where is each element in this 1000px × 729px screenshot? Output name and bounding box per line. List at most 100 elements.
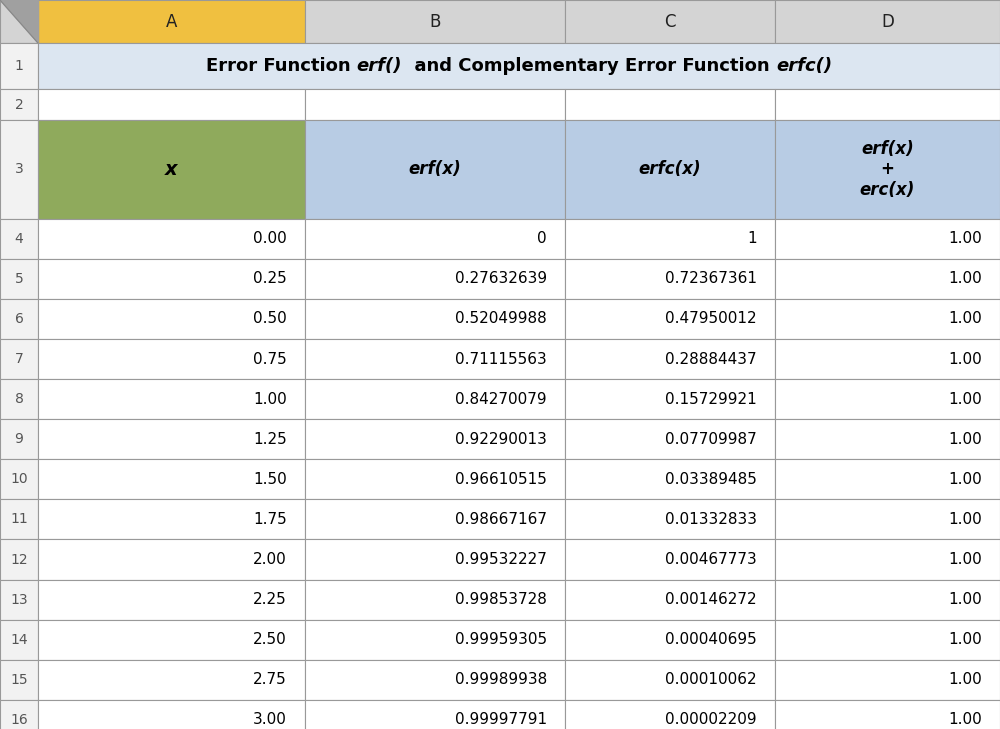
Bar — [565, 379, 775, 419]
Text: 8: 8 — [15, 392, 23, 406]
Text: erf(): erf() — [357, 57, 402, 75]
Bar — [0, 379, 38, 419]
Bar — [0, 219, 38, 259]
Bar — [775, 379, 1000, 419]
Text: 13: 13 — [10, 593, 28, 607]
Bar — [565, 700, 775, 729]
Text: 0.00146272: 0.00146272 — [665, 592, 757, 607]
Bar — [305, 339, 565, 379]
Bar — [565, 580, 775, 620]
Bar — [38, 580, 305, 620]
Bar — [0, 259, 38, 299]
Text: 0.50: 0.50 — [253, 311, 287, 327]
Text: 3: 3 — [15, 163, 23, 176]
Bar — [565, 419, 775, 459]
Bar — [305, 539, 565, 580]
Bar — [38, 299, 305, 339]
Text: 15: 15 — [10, 673, 28, 687]
Text: 0: 0 — [537, 231, 547, 246]
Text: 0.27632639: 0.27632639 — [455, 271, 547, 286]
Text: 0.99997791: 0.99997791 — [455, 712, 547, 728]
Bar — [38, 700, 305, 729]
Text: 0.25: 0.25 — [253, 271, 287, 286]
Bar — [565, 539, 775, 580]
Bar — [38, 339, 305, 379]
Bar — [38, 120, 305, 219]
Text: 1.00: 1.00 — [948, 712, 982, 728]
Text: 1.00: 1.00 — [948, 311, 982, 327]
Text: 0.52049988: 0.52049988 — [455, 311, 547, 327]
Text: 1.00: 1.00 — [948, 432, 982, 447]
Text: 3.00: 3.00 — [253, 712, 287, 728]
Text: 1.00: 1.00 — [948, 592, 982, 607]
Text: 0.00002209: 0.00002209 — [665, 712, 757, 728]
Text: 1.75: 1.75 — [253, 512, 287, 527]
Bar — [0, 539, 38, 580]
Text: A: A — [166, 12, 177, 31]
Text: 1.00: 1.00 — [948, 472, 982, 487]
Bar — [565, 259, 775, 299]
Text: 4: 4 — [15, 232, 23, 246]
Bar — [305, 259, 565, 299]
Bar — [305, 499, 565, 539]
Bar — [0, 459, 38, 499]
Bar — [38, 379, 305, 419]
Bar — [775, 339, 1000, 379]
Bar — [305, 580, 565, 620]
Bar — [38, 499, 305, 539]
Text: and Complementary Error Function: and Complementary Error Function — [402, 57, 776, 75]
Bar — [0, 419, 38, 459]
Bar — [38, 620, 305, 660]
Text: 1.00: 1.00 — [948, 632, 982, 647]
Text: 0.03389485: 0.03389485 — [665, 472, 757, 487]
Text: 1.00: 1.00 — [948, 552, 982, 567]
Text: 1.00: 1.00 — [948, 512, 982, 527]
Text: 12: 12 — [10, 553, 28, 566]
Bar — [38, 539, 305, 580]
Text: erfc(x): erfc(x) — [639, 160, 701, 179]
Text: 0.96610515: 0.96610515 — [455, 472, 547, 487]
Text: 0.01332833: 0.01332833 — [665, 512, 757, 527]
Text: 0.99989938: 0.99989938 — [455, 672, 547, 687]
Bar — [0, 339, 38, 379]
Bar — [775, 580, 1000, 620]
Text: 0.07709987: 0.07709987 — [665, 432, 757, 447]
Bar — [38, 459, 305, 499]
Bar — [305, 120, 565, 219]
Text: 11: 11 — [10, 512, 28, 526]
Text: erfc(): erfc() — [776, 57, 832, 75]
Text: 1.00: 1.00 — [948, 351, 982, 367]
Text: Error Function: Error Function — [206, 57, 357, 75]
Text: 0.00467773: 0.00467773 — [665, 552, 757, 567]
Bar — [305, 89, 565, 120]
Bar — [38, 219, 305, 259]
Bar — [305, 620, 565, 660]
Bar — [305, 459, 565, 499]
Bar — [565, 219, 775, 259]
Text: 0.98667167: 0.98667167 — [455, 512, 547, 527]
Text: 1.00: 1.00 — [948, 231, 982, 246]
Text: 0.72367361: 0.72367361 — [665, 271, 757, 286]
Bar — [775, 0, 1000, 43]
Text: 0.99853728: 0.99853728 — [455, 592, 547, 607]
Text: 2.50: 2.50 — [253, 632, 287, 647]
Bar — [775, 120, 1000, 219]
Bar — [305, 660, 565, 700]
Bar — [565, 620, 775, 660]
Bar — [0, 700, 38, 729]
Bar — [775, 620, 1000, 660]
Text: 0.84270079: 0.84270079 — [455, 391, 547, 407]
Bar — [565, 299, 775, 339]
Text: 5: 5 — [15, 272, 23, 286]
Bar — [0, 620, 38, 660]
Text: D: D — [881, 12, 894, 31]
Bar — [565, 499, 775, 539]
Bar — [565, 459, 775, 499]
Bar — [775, 259, 1000, 299]
Text: 6: 6 — [15, 312, 23, 326]
Text: 0.92290013: 0.92290013 — [455, 432, 547, 447]
Bar — [775, 459, 1000, 499]
Text: 0.75: 0.75 — [253, 351, 287, 367]
Bar — [565, 660, 775, 700]
Bar — [38, 419, 305, 459]
